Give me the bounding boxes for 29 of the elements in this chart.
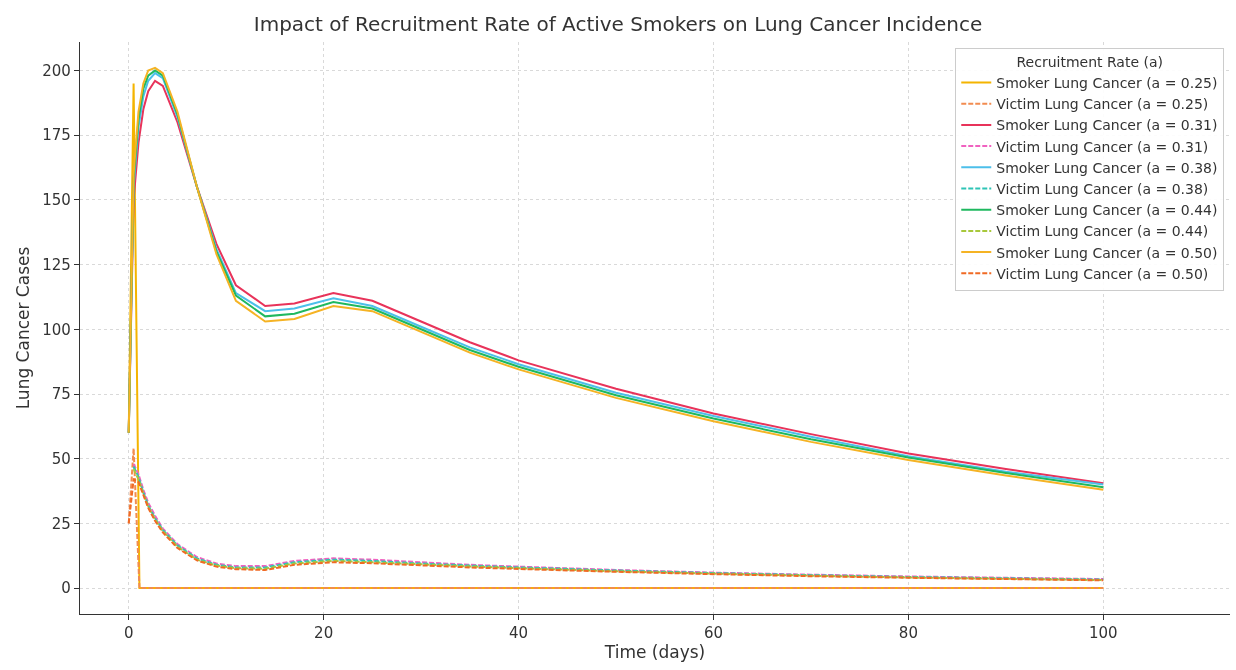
- legend-label: Smoker Lung Cancer (a = 0.50): [996, 244, 1218, 261]
- legend-label: Victim Lung Cancer (a = 0.44): [996, 223, 1209, 240]
- y-tick-label: 25: [51, 514, 71, 533]
- x-tick-label: 0: [123, 624, 134, 643]
- legend-label: Smoker Lung Cancer (a = 0.44): [996, 202, 1218, 219]
- legend-title: Recruitment Rate (a): [1016, 53, 1164, 70]
- y-tick-label: 150: [42, 191, 71, 210]
- legend-label: Victim Lung Cancer (a = 0.38): [996, 180, 1209, 197]
- y-tick-label: 175: [42, 126, 71, 145]
- chart-title: Impact of Recruitment Rate of Active Smokers on Lung Cancer Incidence: [253, 11, 983, 36]
- x-tick-label: 60: [703, 624, 724, 643]
- x-tick-label: 20: [314, 624, 334, 643]
- y-tick-label: 50: [51, 449, 71, 468]
- x-tick-label: 80: [898, 624, 918, 643]
- y-tick-label: 125: [42, 255, 71, 274]
- y-tick-label: 200: [42, 61, 71, 80]
- y-tick-label: 0: [61, 579, 71, 598]
- legend-label: Smoker Lung Cancer (a = 0.25): [996, 74, 1218, 91]
- legend-label: Victim Lung Cancer (a = 0.31): [996, 138, 1209, 155]
- x-axis-title: Time (days): [603, 642, 706, 663]
- y-tick-label: 100: [42, 320, 71, 339]
- x-tick-label: 40: [509, 624, 529, 643]
- y-axis-title: Lung Cancer Cases: [12, 246, 33, 410]
- x-tick-label: 100: [1088, 624, 1118, 643]
- legend-label: Victim Lung Cancer (a = 0.25): [996, 96, 1209, 113]
- legend-label: Victim Lung Cancer (a = 0.50): [996, 265, 1209, 282]
- legend-label: Smoker Lung Cancer (a = 0.38): [996, 159, 1218, 176]
- legend-label: Smoker Lung Cancer (a = 0.31): [996, 117, 1218, 134]
- y-tick-label: 75: [51, 385, 71, 404]
